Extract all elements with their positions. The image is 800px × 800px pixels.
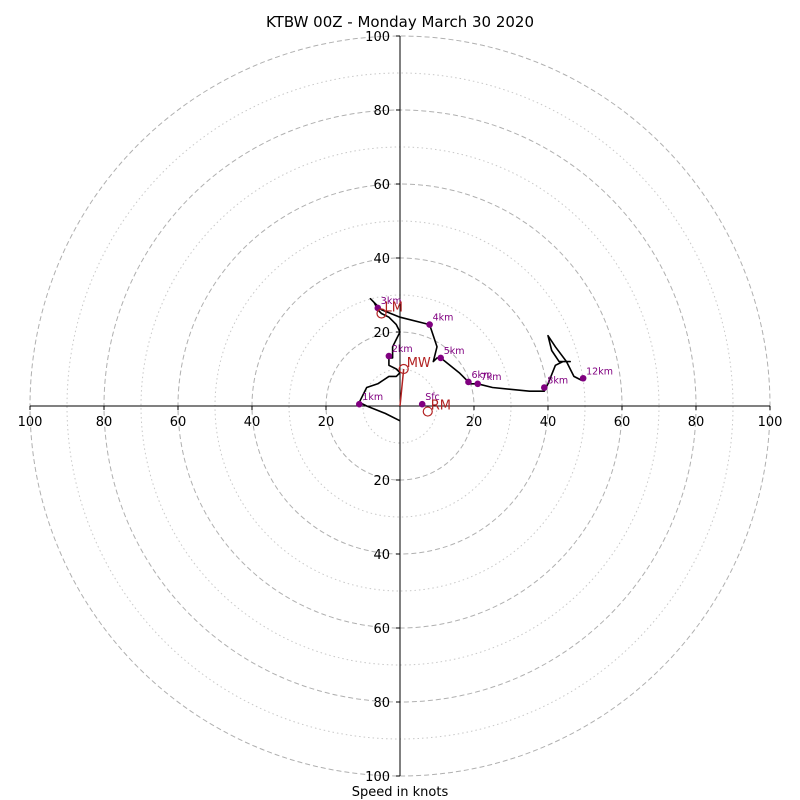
y-tick-label: 100	[365, 770, 390, 785]
tick-labels: 100 80 60 40 20 20 40 60 80 100 100 80 60 40 20 20 40 60 8…	[18, 30, 783, 785]
height-label-8km: 8km	[547, 376, 568, 387]
x-tick-label: 40	[540, 415, 557, 430]
height-label-5km: 5km	[444, 346, 465, 357]
height-label-7km: 7km	[481, 372, 502, 383]
storm-motion-label-lm: LM	[385, 301, 403, 316]
height-label-2km: 2km	[392, 344, 413, 355]
y-tick-label: 20	[373, 474, 390, 489]
x-tick-label: 100	[758, 415, 783, 430]
y-tick-label: 40	[373, 548, 390, 563]
height-marker-5km	[437, 354, 445, 362]
height-marker-sfc	[418, 400, 426, 408]
x-axis-label: Speed in knots	[352, 785, 449, 800]
height-marker-6km	[465, 378, 472, 386]
x-tick-label: 60	[170, 415, 187, 430]
hodograph-line	[358, 297, 582, 422]
storm-motion-marker-rm	[422, 406, 433, 417]
x-tick-label: 40	[244, 415, 261, 430]
y-tick-label: 60	[373, 178, 390, 193]
height-label-sfc: Sfc	[425, 392, 440, 403]
storm-motion-vector	[399, 368, 405, 407]
height-marker-12km	[579, 374, 587, 382]
height-marker-8km	[541, 384, 548, 391]
y-tick-label: 60	[373, 622, 390, 637]
x-tick-label: 60	[614, 415, 631, 430]
x-tick-label: 80	[688, 415, 705, 430]
height-marker-7km	[474, 380, 482, 388]
y-tick-label: 100	[365, 30, 390, 45]
height-label-4km: 4km	[433, 313, 454, 324]
storm-motion-markers: LM MW RM	[376, 301, 451, 417]
height-label-6km: 6km	[471, 370, 492, 381]
height-label-12km: 12km	[586, 366, 613, 377]
storm-motion-label-mw: MW	[407, 356, 431, 371]
height-marker-2km	[385, 352, 393, 360]
hodograph-trace	[358, 297, 582, 422]
storm-motion-marker-mw	[398, 363, 409, 375]
chart-title: KTBW 00Z - Monday March 30 2020	[266, 13, 534, 31]
height-marker-1km	[356, 400, 363, 408]
height-marker-4km	[426, 321, 433, 328]
y-tick-label: 20	[373, 326, 390, 341]
x-tick-label: 20	[466, 415, 483, 430]
height-label-3km: 3km	[381, 296, 402, 307]
x-tick-label: 100	[18, 415, 43, 430]
y-tick-label: 80	[373, 696, 390, 711]
storm-motion-label-rm: RM	[431, 399, 451, 414]
x-tick-label: 20	[318, 415, 335, 430]
y-tick-label: 40	[373, 252, 390, 267]
x-tick-label: 80	[96, 415, 113, 430]
storm-motion-marker-lm	[376, 308, 387, 319]
height-label-1km: 1km	[362, 392, 383, 403]
y-tick-label: 80	[373, 104, 390, 119]
